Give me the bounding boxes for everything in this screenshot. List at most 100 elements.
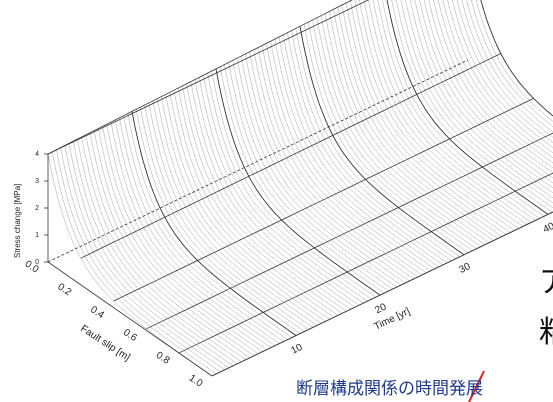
surface-line-time-major	[386, 0, 549, 215]
surface-line-time	[405, 0, 553, 199]
surface-line-time	[140, 107, 305, 332]
surface-line-time	[249, 51, 414, 280]
surface-line-time	[278, 36, 444, 265]
surface-line-time	[295, 28, 460, 257]
surface-line-time	[89, 132, 255, 356]
surface-line-time	[270, 41, 435, 269]
surface-line-time	[232, 60, 397, 288]
surface-line-slip	[113, 98, 534, 302]
surface-line-time	[144, 105, 309, 330]
x-tick-label: 0.2	[56, 282, 74, 299]
surface-line-time	[400, 0, 553, 204]
surface-line-time	[372, 0, 536, 221]
surface-line-time	[240, 56, 406, 284]
surface-line-time	[480, 0, 553, 117]
surface-line-time	[156, 98, 322, 324]
surface-line-time	[475, 0, 553, 122]
surface-line-time	[119, 117, 284, 342]
back-top-edge	[47, 0, 370, 155]
surface-mesh-fine	[47, 0, 553, 377]
surface-line-time	[299, 26, 465, 255]
surface-line-slip	[211, 211, 553, 377]
surface-line-time	[320, 15, 486, 245]
surface-line-time	[409, 0, 553, 194]
surface-mesh-major	[47, 0, 553, 377]
surface-line-time	[77, 139, 242, 362]
surface-line-time	[169, 92, 334, 318]
surface-line-time-major	[131, 111, 297, 336]
surface-line-time	[312, 19, 477, 249]
surface-line-time	[72, 141, 238, 364]
surface-line-time	[266, 43, 431, 272]
surface-line-time	[437, 0, 553, 164]
surface-line-time	[354, 0, 519, 229]
surface-line-time	[98, 128, 263, 352]
surface-line-time	[219, 66, 385, 294]
surface-line-time	[291, 30, 456, 259]
surface-line-time	[165, 94, 330, 320]
y-axis-line	[211, 211, 553, 377]
surface-line-time	[253, 49, 418, 278]
surface-line-time	[211, 70, 376, 298]
surface-line-time	[316, 17, 481, 247]
surface-line-time	[182, 85, 347, 312]
surface-line-time	[64, 145, 229, 368]
y-tick-label: 10	[289, 342, 304, 357]
surface-line-time	[148, 102, 313, 328]
y-tick-label: 40	[541, 221, 553, 236]
surface-line-time	[245, 53, 410, 282]
surface-line-time	[368, 0, 532, 223]
surface-line-slip	[146, 132, 553, 330]
surface-line-time	[423, 0, 553, 179]
y-tick-label: 30	[457, 261, 472, 276]
surface-line-time	[203, 75, 368, 302]
surface-line-time	[224, 64, 389, 292]
surface-line-slip	[47, 0, 353, 155]
surface-line-time	[114, 119, 280, 344]
surface-line-time	[161, 96, 326, 322]
surface-line-time	[236, 58, 402, 286]
z-tick-label: 1	[35, 232, 39, 239]
surface-line-time	[329, 11, 494, 241]
z-tick-label: 4	[35, 151, 39, 158]
surface-line-slip	[179, 172, 553, 354]
x-tick-label: 0.4	[88, 304, 106, 321]
surface-line-time	[456, 0, 553, 143]
surface-line-time	[173, 90, 339, 316]
surface-line-slip	[80, 53, 501, 259]
surface-line-time	[194, 79, 360, 306]
z-axis-label: Stress change [MPa]	[13, 184, 22, 258]
caption: 断層構成関係の時間発展	[296, 379, 483, 399]
surface-line-time	[152, 100, 318, 326]
z-tick-label: 2	[35, 205, 39, 212]
surface-line-time	[110, 122, 276, 346]
surface-line-time	[123, 115, 288, 340]
x-tick-label: 0.8	[154, 350, 172, 367]
surface-line-time	[198, 77, 364, 304]
surface-line-time	[337, 7, 502, 237]
surface-line-time	[303, 24, 469, 253]
back-floor-edge	[47, 59, 469, 263]
z-tick-label: 3	[35, 178, 39, 185]
surface-line-time	[56, 149, 221, 373]
surface-line-time	[308, 22, 473, 251]
surface-line-time	[186, 83, 351, 310]
surface-line-time	[274, 39, 439, 267]
x-tick-label: 0.6	[121, 327, 139, 344]
surface-line-time	[68, 143, 234, 366]
surface-line-time	[419, 0, 553, 184]
surface-line-time	[433, 0, 553, 169]
surface-line-time	[461, 0, 553, 138]
surface-line-time	[207, 73, 372, 300]
x-axis-label: Fault slip [m]	[78, 323, 132, 363]
x-tick-label: 1.0	[187, 373, 205, 390]
surface-line-time	[466, 0, 553, 133]
surface-line-time	[106, 124, 271, 348]
surface-line-time	[127, 113, 292, 338]
surface-line-time	[190, 81, 355, 308]
surface-line-time	[345, 2, 511, 233]
surface-line-time	[428, 0, 553, 174]
surface-line-time	[359, 0, 523, 227]
